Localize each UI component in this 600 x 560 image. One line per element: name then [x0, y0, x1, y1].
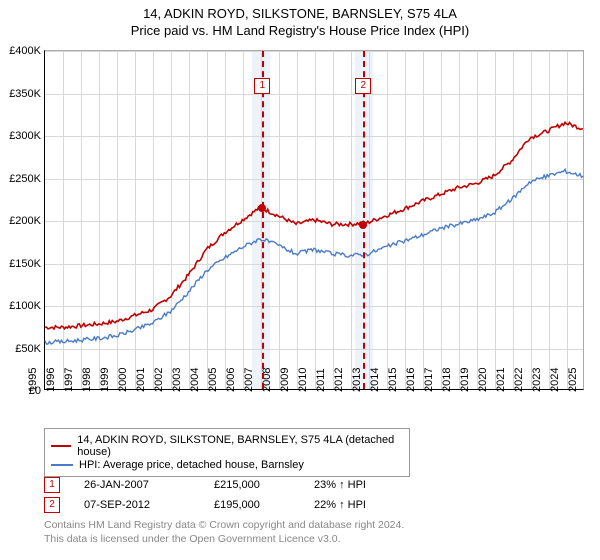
legend-row: HPI: Average price, detached house, Barn… [51, 459, 403, 471]
x-axis-label: 2022 [513, 368, 525, 392]
x-axis-label: 2009 [279, 368, 291, 392]
x-axis-label: 2020 [477, 368, 489, 392]
x-axis-label: 2003 [171, 368, 183, 392]
x-axis-label: 2007 [243, 368, 255, 392]
x-axis-label: 2000 [117, 368, 129, 392]
transaction-pct: 22% ↑ HPI [314, 499, 404, 511]
legend-swatch [51, 445, 71, 447]
marker-badge: 1 [44, 477, 60, 493]
legend-label: HPI: Average price, detached house, Barn… [79, 459, 304, 471]
transaction-price: £215,000 [214, 479, 314, 491]
titles: 14, ADKIN ROYD, SILKSTONE, BARNSLEY, S75… [0, 0, 600, 38]
y-axis-label: £400K [9, 45, 41, 57]
transaction-row: 1 26-JAN-2007 £215,000 23% ↑ HPI [44, 476, 404, 494]
data-point-dot [258, 204, 266, 212]
event-vline [363, 51, 365, 389]
x-axis-label: 2016 [405, 368, 417, 392]
transaction-pct: 23% ↑ HPI [314, 479, 404, 491]
data-point-dot [359, 221, 367, 229]
series-line [45, 122, 583, 329]
x-axis-label: 2005 [207, 368, 219, 392]
footer-line: Contains HM Land Registry data © Crown c… [44, 518, 404, 532]
x-axis-label: 2004 [189, 368, 201, 392]
x-axis-label: 1995 [27, 368, 39, 392]
plot-area: £0£50K£100K£150K£200K£250K£300K£350K£400… [44, 50, 584, 390]
event-marker: 1 [254, 78, 270, 94]
legend-row: 14, ADKIN ROYD, SILKSTONE, BARNSLEY, S75… [51, 434, 403, 458]
marker-badge: 2 [44, 497, 60, 513]
legend-label: 14, ADKIN ROYD, SILKSTONE, BARNSLEY, S75… [77, 434, 403, 458]
title-main: 14, ADKIN ROYD, SILKSTONE, BARNSLEY, S75… [0, 6, 600, 21]
y-axis-label: £350K [9, 88, 41, 100]
y-axis-label: £100K [9, 300, 41, 312]
x-axis-label: 2023 [531, 368, 543, 392]
y-axis-label: £300K [9, 130, 41, 142]
event-marker: 2 [355, 78, 371, 94]
y-axis-label: £200K [9, 215, 41, 227]
x-axis-label: 2017 [423, 368, 435, 392]
footer: Contains HM Land Registry data © Crown c… [44, 518, 404, 546]
transaction-row: 2 07-SEP-2012 £195,000 22% ↑ HPI [44, 496, 404, 514]
x-axis-label: 2024 [549, 368, 561, 392]
series-svg [45, 51, 583, 389]
transaction-price: £195,000 [214, 499, 314, 511]
x-axis-label: 2019 [459, 368, 471, 392]
y-axis-label: £150K [9, 258, 41, 270]
transaction-date: 26-JAN-2007 [84, 479, 214, 491]
legend-swatch [51, 464, 73, 466]
title-sub: Price paid vs. HM Land Registry's House … [0, 23, 600, 38]
x-axis-label: 2010 [297, 368, 309, 392]
x-axis-label: 2002 [153, 368, 165, 392]
transaction-rows: 1 26-JAN-2007 £215,000 23% ↑ HPI 2 07-SE… [44, 474, 404, 516]
page-container: 14, ADKIN ROYD, SILKSTONE, BARNSLEY, S75… [0, 0, 600, 560]
x-axis-label: 2011 [315, 368, 327, 392]
x-axis-label: 1999 [99, 368, 111, 392]
x-axis-label: 2014 [369, 368, 381, 392]
x-axis-label: 1998 [81, 368, 93, 392]
x-axis-label: 2025 [567, 368, 579, 392]
x-axis-label: 2006 [225, 368, 237, 392]
footer-line: This data is licensed under the Open Gov… [44, 532, 404, 546]
y-axis-label: £50K [15, 343, 41, 355]
x-axis-label: 2013 [351, 368, 363, 392]
legend: 14, ADKIN ROYD, SILKSTONE, BARNSLEY, S75… [44, 428, 410, 477]
x-axis-label: 2021 [495, 368, 507, 392]
chart-area: £0£50K£100K£150K£200K£250K£300K£350K£400… [44, 50, 584, 390]
x-axis-label: 2018 [441, 368, 453, 392]
x-axis-label: 2012 [333, 368, 345, 392]
x-axis-label: 2015 [387, 368, 399, 392]
x-axis-label: 1996 [45, 368, 57, 392]
y-axis-label: £250K [9, 173, 41, 185]
x-axis-label: 2001 [135, 368, 147, 392]
event-vline [262, 51, 264, 389]
x-axis-label: 1997 [63, 368, 75, 392]
transaction-date: 07-SEP-2012 [84, 499, 214, 511]
